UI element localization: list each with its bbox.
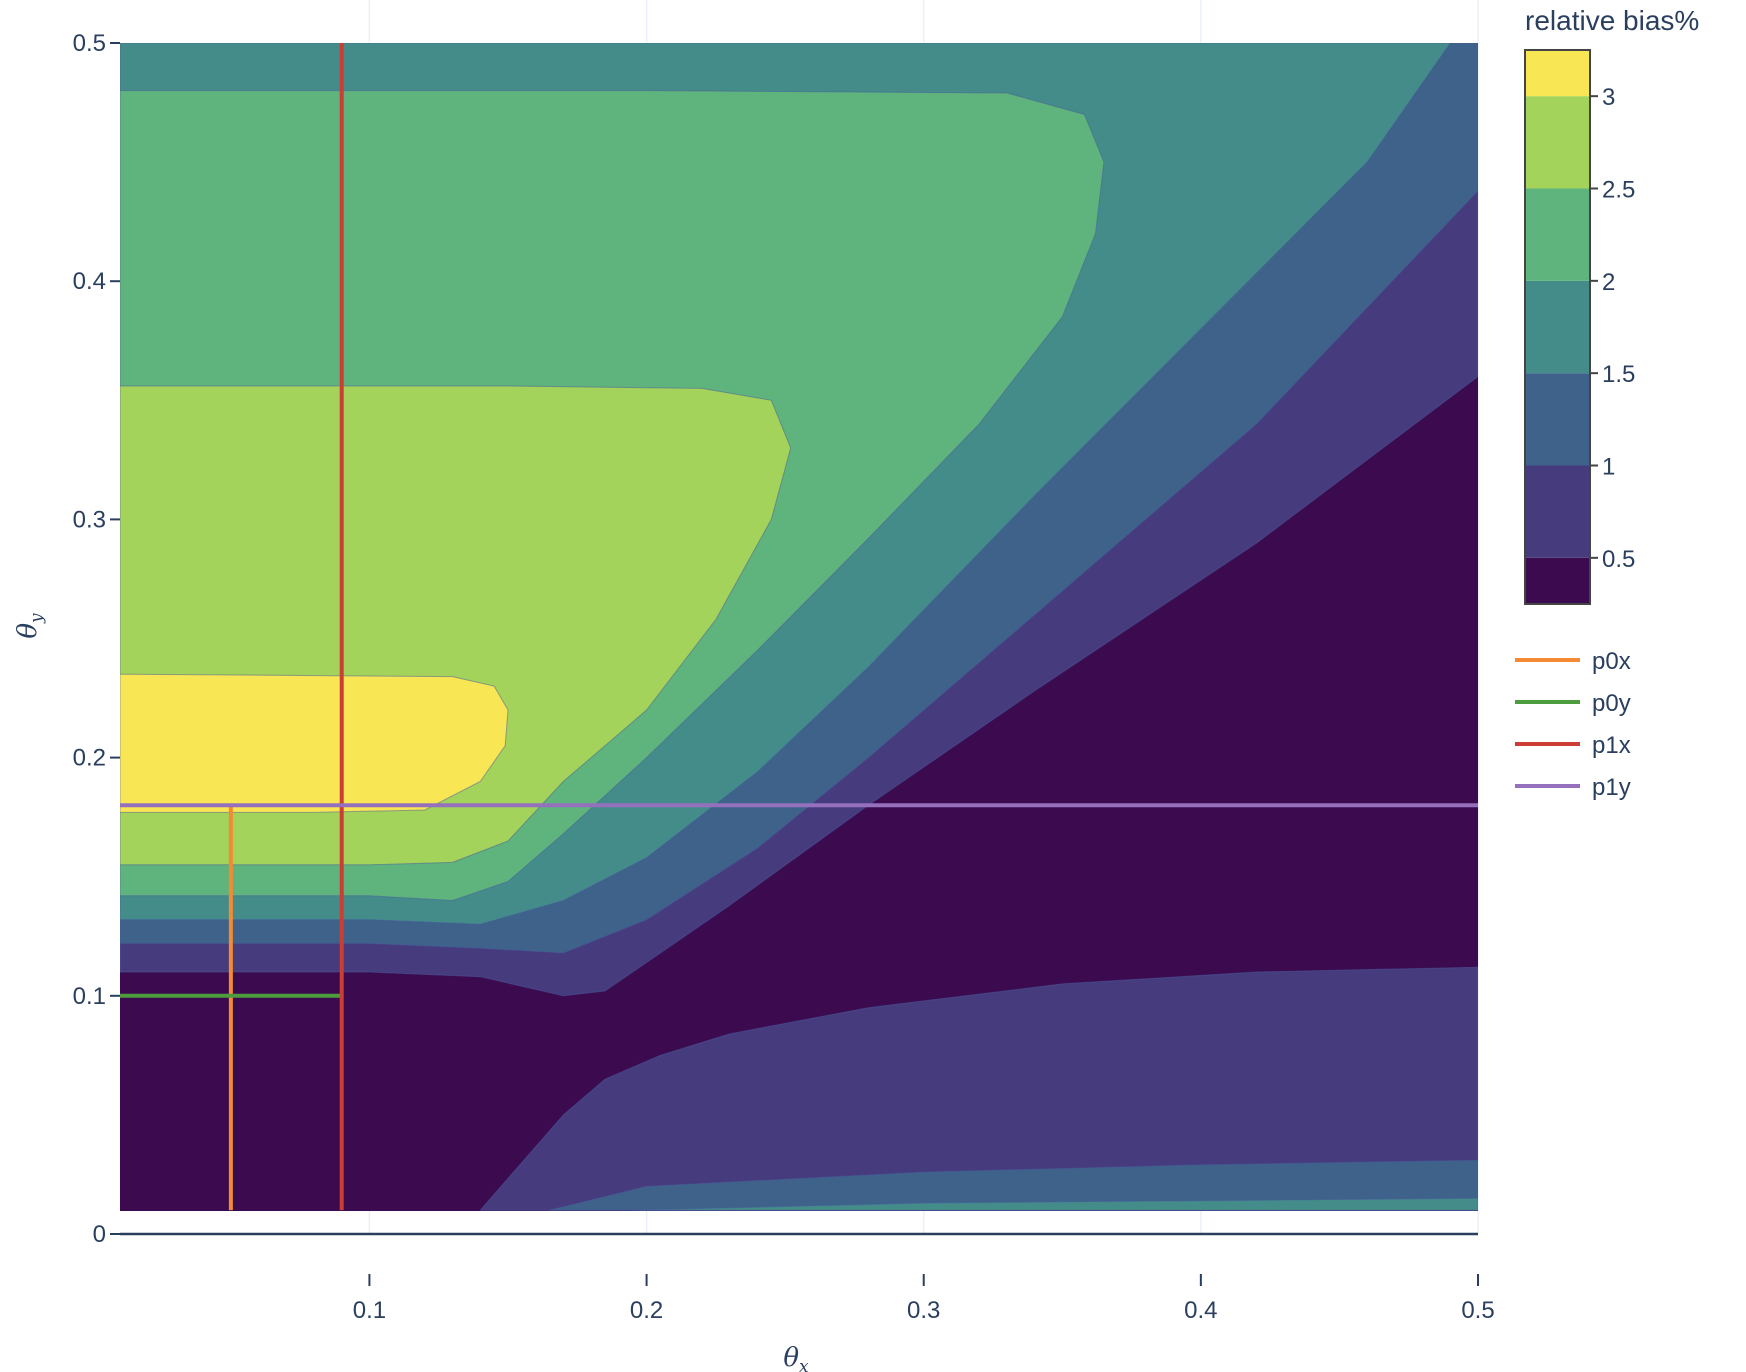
x-tick-label: 0.4 — [1184, 1297, 1217, 1324]
legend-label: p0y — [1592, 690, 1631, 717]
colorbar-title: relative bias% — [1525, 5, 1699, 36]
contour-region-level-0-5 — [479, 966, 1478, 1211]
colorbar-tick-label: 2.5 — [1602, 177, 1635, 204]
legend-item-p1x[interactable]: p1x — [1515, 732, 1631, 759]
colorbar-segment — [1525, 50, 1590, 97]
legend-label: p0x — [1592, 648, 1631, 675]
colorbar-segment — [1525, 188, 1590, 281]
colorbar-segment — [1525, 280, 1590, 374]
y-tick-label: 0.1 — [73, 983, 106, 1010]
colorbar-frame — [1524, 49, 1591, 605]
colorbar-segment — [1525, 465, 1590, 558]
colorbar-tick-label: 0.5 — [1602, 546, 1635, 573]
x-tick-label: 0.3 — [907, 1297, 940, 1324]
colorbar-segment — [1525, 96, 1590, 189]
legend-item-p0y[interactable]: p0y — [1515, 690, 1631, 717]
colorbar: 0.5 1 1.5 2 2.5 3 — [1524, 49, 1635, 605]
contour-regions — [120, 43, 1478, 1211]
x-tick-label: 0.5 — [1461, 1297, 1494, 1324]
legend-item-p1y[interactable]: p1y — [1515, 774, 1631, 801]
axes: 0 0.1 0.2 0.3 0.4 0.5 0.1 0.2 0.3 0.4 0.5 — [73, 30, 1495, 1324]
colorbar-tick-label: 1.5 — [1602, 361, 1635, 388]
y-tick-label: 0.4 — [73, 268, 106, 295]
legend[interactable]: p0x p0y p1x p1y — [1515, 648, 1631, 801]
y-tick-label: 0.3 — [73, 506, 106, 533]
colorbar-segment — [1525, 557, 1590, 604]
x-tick-label: 0.1 — [353, 1297, 386, 1324]
y-axis-title: θy — [13, 613, 47, 639]
contour-region-level-1-5 — [632, 1197, 1478, 1211]
x-tick-label: 0.2 — [630, 1297, 663, 1324]
x-axis-title: θx — [783, 1343, 809, 1372]
legend-label: p1y — [1592, 774, 1631, 801]
colorbar-tick-label: 3 — [1602, 84, 1615, 111]
legend-label: p1x — [1592, 732, 1631, 759]
contour-region-level-1 — [549, 1159, 1478, 1211]
colorbar-tick-label: 2 — [1602, 269, 1615, 296]
y-tick-label: 0 — [93, 1221, 106, 1248]
y-tick-label: 0.2 — [73, 745, 106, 772]
contour-region-level-3 — [120, 673, 509, 813]
colorbar-segment — [1525, 373, 1590, 466]
y-tick-label: 0.5 — [73, 30, 106, 57]
series-lines — [120, 43, 1478, 1211]
colorbar-tick-label: 1 — [1602, 454, 1615, 481]
legend-item-p0x[interactable]: p0x — [1515, 648, 1631, 675]
